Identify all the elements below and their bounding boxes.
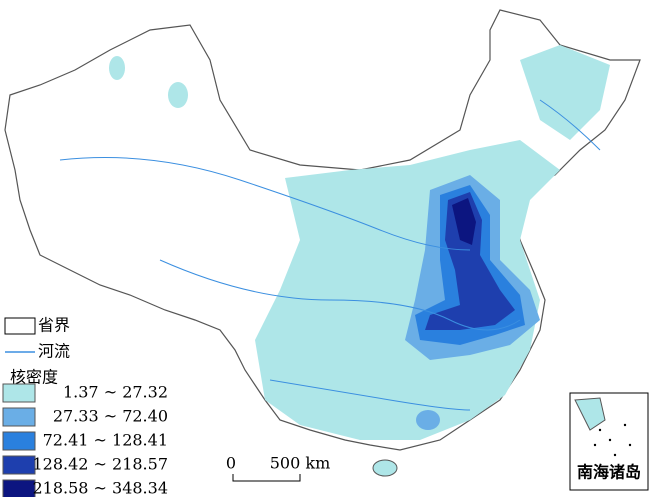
legend-class-label: 218.58 ~ 348.34 <box>32 479 168 497</box>
density-area <box>425 192 515 330</box>
legend-classes: 1.37 ~ 27.32 27.33 ~ 72.40 72.41 ~ 128.41 1… <box>2 383 168 497</box>
river <box>59 157 471 251</box>
legend-river: 河流 <box>38 342 70 361</box>
boundary-icon <box>4 317 36 335</box>
density-area <box>520 45 610 140</box>
inset-label: 南海诸岛 <box>577 463 641 482</box>
density-area <box>452 198 476 245</box>
legend-swatch <box>2 479 36 497</box>
river <box>269 379 471 411</box>
scale-bar <box>232 474 301 482</box>
legend-boundary: 省界 <box>38 316 70 335</box>
legend-class-label: 1.37 ~ 27.32 <box>63 383 168 402</box>
legend-swatch <box>2 431 36 451</box>
hainan <box>372 459 398 477</box>
legend-class-label: 27.33 ~ 72.40 <box>53 407 168 426</box>
inset-frame <box>569 392 649 491</box>
rivers <box>59 99 601 411</box>
scale-zero: 0 <box>226 454 236 473</box>
legend-class-label: 72.41 ~ 128.41 <box>43 431 168 450</box>
river <box>539 99 601 151</box>
legend-class-label: 128.42 ~ 218.57 <box>32 455 168 474</box>
river <box>159 259 521 331</box>
density-area <box>416 410 440 430</box>
inset-islands <box>593 423 632 457</box>
legend-swatch <box>2 455 36 475</box>
legend-density-title: 核密度 <box>10 368 58 387</box>
density-area <box>168 82 188 108</box>
density-area <box>109 56 125 80</box>
inset-land <box>574 397 606 431</box>
legend-swatch <box>2 383 36 403</box>
legend-swatch <box>2 407 36 427</box>
density-layer <box>109 45 610 440</box>
scale-distance: 500 km <box>270 454 331 473</box>
